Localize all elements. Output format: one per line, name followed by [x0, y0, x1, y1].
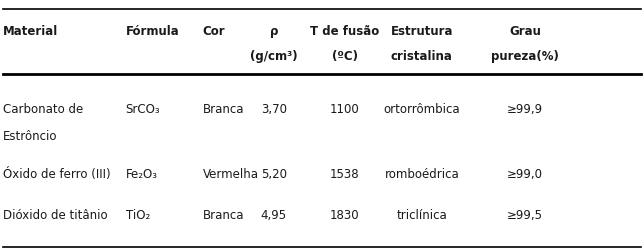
Text: Carbonato de: Carbonato de: [3, 102, 84, 115]
Text: Cor: Cor: [203, 25, 225, 38]
Text: (ºC): (ºC): [332, 50, 357, 63]
Text: ortorrômbica: ortorrômbica: [384, 102, 460, 115]
Text: TiO₂: TiO₂: [126, 208, 150, 222]
Text: Fórmula: Fórmula: [126, 25, 179, 38]
Text: (g/cm³): (g/cm³): [250, 50, 298, 63]
Text: ≥99,0: ≥99,0: [507, 167, 543, 180]
Text: 4,95: 4,95: [261, 208, 287, 222]
Text: Estrôncio: Estrôncio: [3, 130, 58, 143]
Text: pureza(%): pureza(%): [491, 50, 559, 63]
Text: 3,70: 3,70: [261, 102, 287, 115]
Text: romboédrica: romboédrica: [384, 167, 459, 180]
Text: Branca: Branca: [203, 208, 244, 222]
Text: Grau: Grau: [509, 25, 541, 38]
Text: Material: Material: [3, 25, 59, 38]
Text: Vermelha: Vermelha: [203, 167, 259, 180]
Text: Estrutura: Estrutura: [390, 25, 453, 38]
Text: ρ: ρ: [269, 25, 278, 38]
Text: ≥99,5: ≥99,5: [507, 208, 543, 222]
Text: Branca: Branca: [203, 102, 244, 115]
Text: Fe₂O₃: Fe₂O₃: [126, 167, 158, 180]
Text: 1538: 1538: [330, 167, 359, 180]
Text: 1100: 1100: [330, 102, 359, 115]
Text: 5,20: 5,20: [261, 167, 287, 180]
Text: 1830: 1830: [330, 208, 359, 222]
Text: ≥99,9: ≥99,9: [507, 102, 543, 115]
Text: Óxido de ferro (III): Óxido de ferro (III): [3, 167, 111, 180]
Text: T de fusão: T de fusão: [310, 25, 379, 38]
Text: cristalina: cristalina: [391, 50, 453, 63]
Text: triclínica: triclínica: [397, 208, 447, 222]
Text: Dióxido de titânio: Dióxido de titânio: [3, 208, 108, 222]
Text: SrCO₃: SrCO₃: [126, 102, 160, 115]
